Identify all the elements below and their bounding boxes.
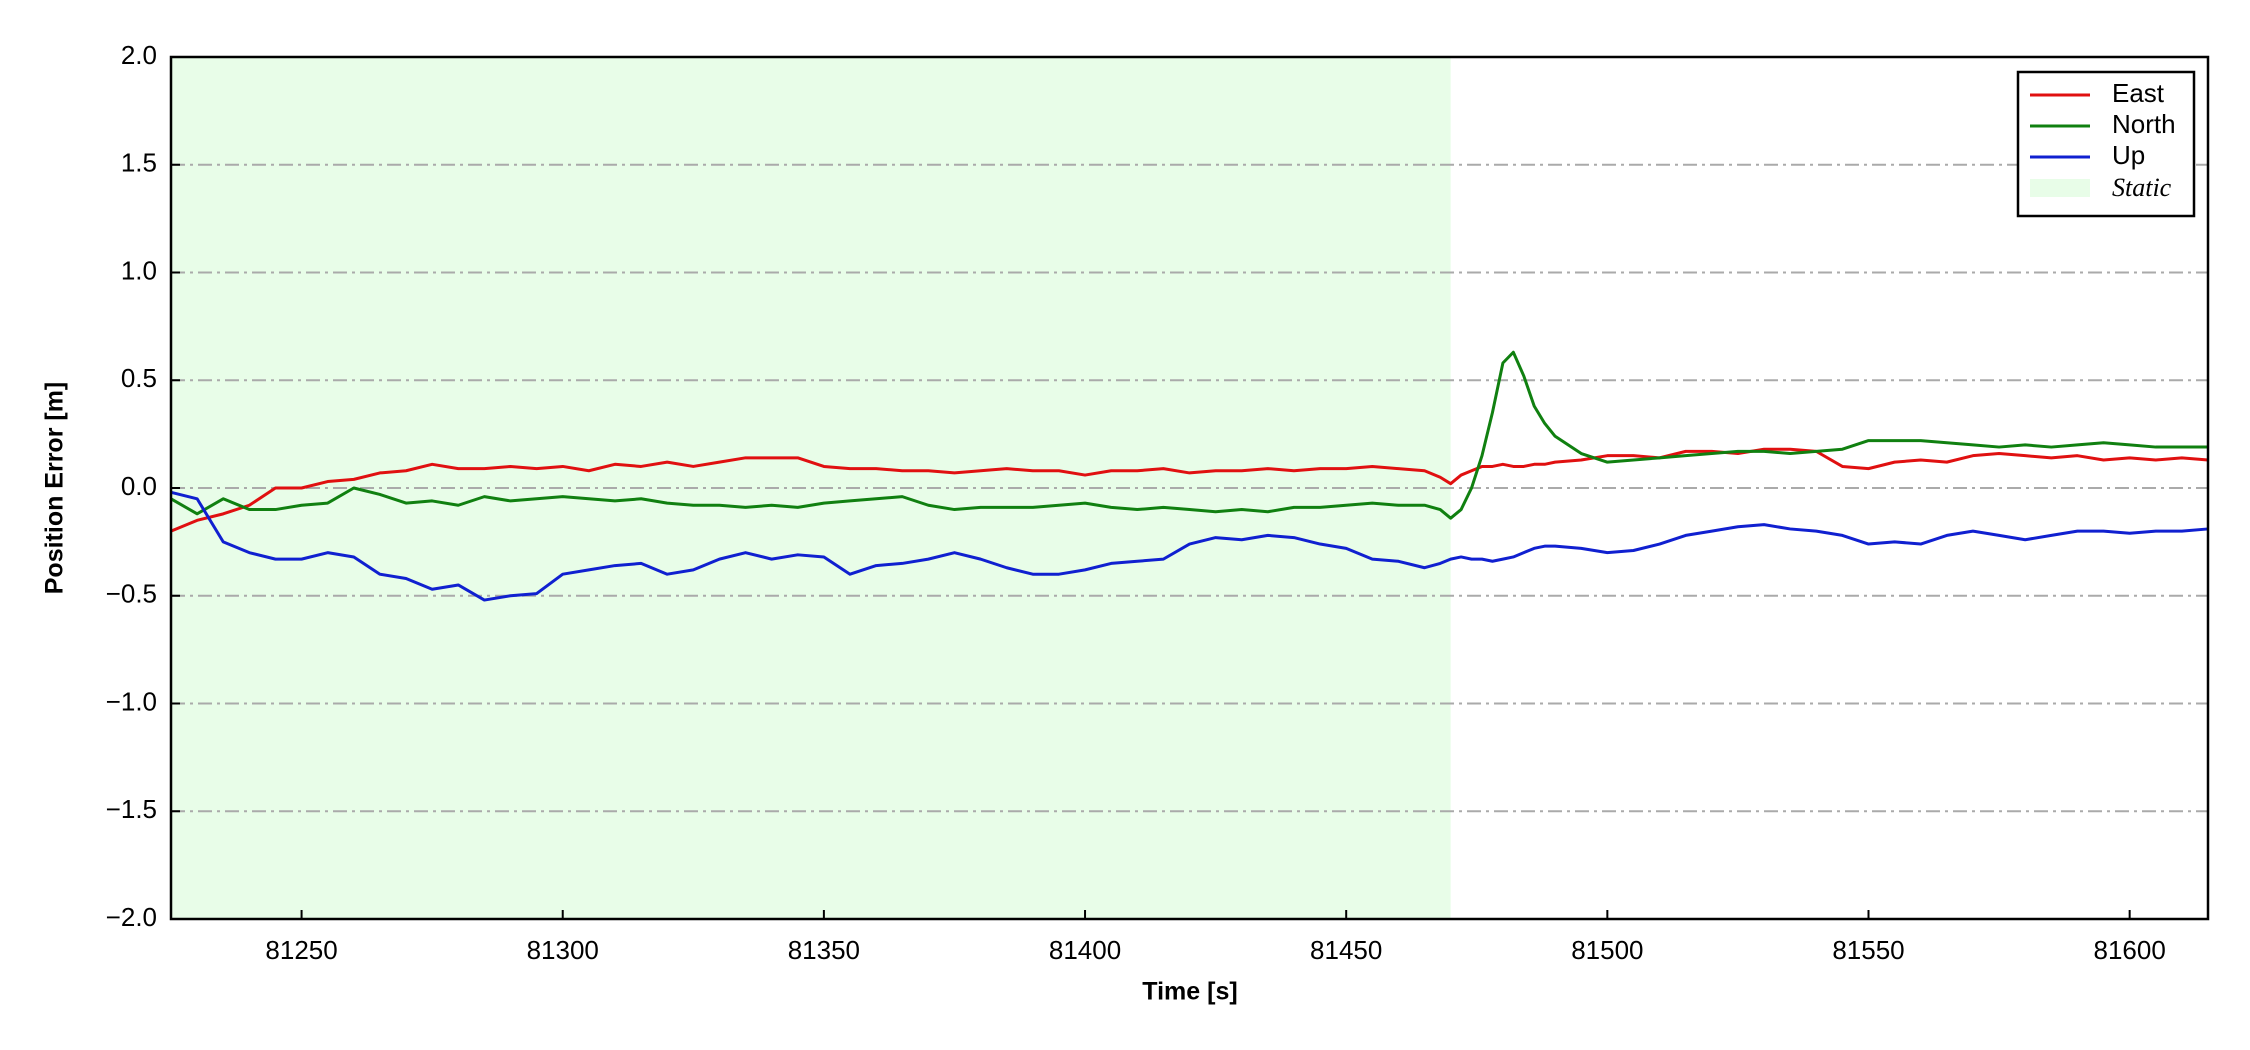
series-line bbox=[170, 350, 2208, 520]
y-tick-label: −2.0 bbox=[106, 902, 157, 932]
y-tick-label: −1.5 bbox=[106, 794, 157, 824]
y-tick-label: −0.5 bbox=[106, 579, 157, 609]
x-axis-label: Time [s] bbox=[1142, 978, 1237, 1006]
legend-label: Static bbox=[2112, 173, 2172, 202]
y-axis-label: Position Error [m] bbox=[41, 382, 69, 595]
y-tick-label: 0.5 bbox=[121, 363, 157, 393]
x-tick-label: 81350 bbox=[788, 935, 860, 965]
legend-swatch bbox=[2030, 179, 2090, 197]
x-tick-label: 81500 bbox=[1571, 935, 1643, 965]
x-tick-label: 81550 bbox=[1832, 935, 1904, 965]
x-tick-label: 81600 bbox=[2093, 935, 2165, 965]
x-tick-label: 81300 bbox=[527, 935, 599, 965]
x-tick-label: 81450 bbox=[1310, 935, 1382, 965]
plot-frame bbox=[169, 55, 2210, 921]
legend-label: North bbox=[2112, 109, 2176, 139]
y-tick-label: 0.0 bbox=[121, 471, 157, 501]
y-tick-label: 1.5 bbox=[121, 148, 157, 178]
series-line bbox=[170, 447, 2209, 533]
legend-label: East bbox=[2112, 78, 2165, 108]
x-tick-label: 81400 bbox=[1049, 935, 1121, 965]
y-tick-label: 2.0 bbox=[121, 40, 157, 70]
y-tick-label: 1.0 bbox=[121, 255, 157, 285]
y-tick-label: −1.0 bbox=[106, 686, 157, 716]
series-line bbox=[170, 490, 2209, 602]
x-tick-label: 81250 bbox=[265, 935, 337, 965]
legend-label: Up bbox=[2112, 140, 2145, 170]
